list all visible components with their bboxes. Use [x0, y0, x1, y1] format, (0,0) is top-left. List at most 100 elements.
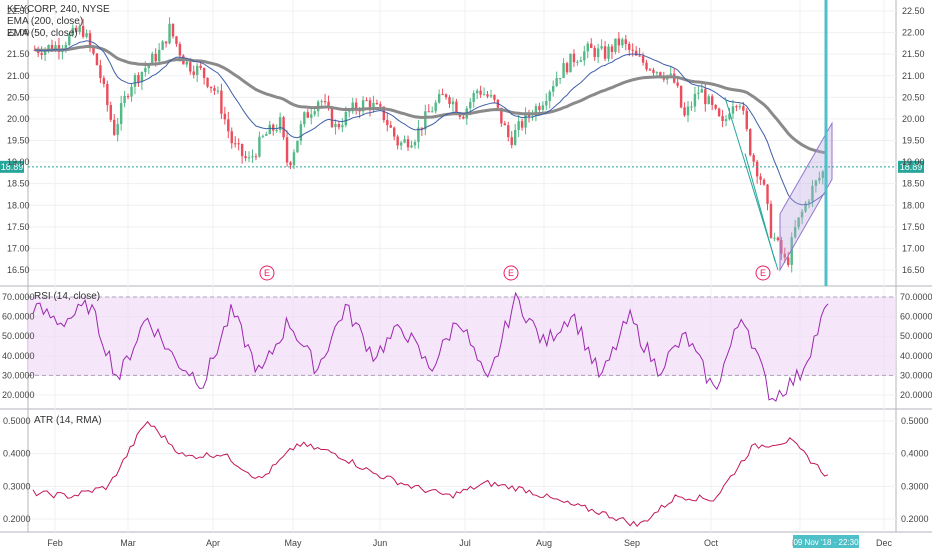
price-axis-right-label: 18.00 [902, 200, 925, 210]
candle-body [337, 124, 341, 128]
candle-body [247, 157, 251, 159]
rsi-axis-left-label: 20.0000 [2, 390, 35, 400]
candle-body [752, 155, 755, 162]
candle-body [109, 105, 112, 120]
candle-body [493, 95, 496, 100]
candle-body [209, 86, 213, 89]
candle-body [607, 46, 610, 59]
candle-body [448, 97, 451, 105]
price-axis-right-label: 20.00 [902, 114, 925, 124]
candle-body [227, 119, 230, 132]
candle-body [330, 107, 334, 128]
price-axis-right-label: 17.00 [902, 243, 925, 253]
candle-body [95, 53, 99, 66]
candle-body [161, 41, 164, 50]
cursor-date-badge [793, 535, 859, 548]
price-axis-left-label: 21.50 [7, 49, 30, 59]
candle-body [303, 112, 306, 125]
candle-body [237, 143, 240, 145]
candle-body [392, 127, 396, 137]
candle-body [735, 106, 738, 108]
x-axis-month-label: Jul [459, 538, 471, 548]
x-axis-month-label: Aug [536, 538, 552, 548]
candle-body [562, 63, 565, 79]
candle-body [130, 86, 133, 97]
candle-body [251, 156, 254, 158]
candle-body [641, 55, 645, 63]
candle-body [296, 140, 299, 153]
candle-body [372, 102, 375, 110]
trendline [744, 153, 776, 262]
candle-body [351, 102, 354, 112]
rsi-axis-left-label: 50.0000 [2, 331, 35, 341]
candle-body [742, 106, 745, 111]
candle-body [697, 92, 700, 94]
atr-legend: ATR (14, RMA) [34, 415, 102, 427]
candle-body [628, 43, 631, 50]
candle-body [265, 134, 268, 136]
candle-body [354, 102, 358, 111]
candle-body [261, 135, 265, 137]
candle-body [462, 116, 465, 119]
rsi-axis-right-label: 40.0000 [900, 351, 932, 361]
candle-body [233, 143, 237, 145]
price-axis-left-label: 17.00 [7, 243, 30, 253]
candle-body [749, 129, 752, 156]
candle-body [327, 101, 330, 108]
candle-body [254, 156, 258, 158]
atr-axis-right-label: 0.3000 [901, 481, 929, 491]
candle-body [78, 26, 81, 32]
candle-body [154, 53, 157, 62]
candle-body [410, 145, 413, 148]
candle-body [787, 257, 790, 265]
rsi-band [28, 297, 896, 376]
rsi-axis-right-label: 50.0000 [900, 331, 932, 341]
candle-body [676, 82, 679, 86]
candle-body [586, 43, 589, 52]
candle-body [413, 141, 417, 146]
candle-body [74, 27, 78, 32]
candle-body [576, 61, 579, 63]
candle-body [434, 102, 437, 112]
candle-body [510, 137, 513, 145]
candle-body [389, 125, 392, 128]
candle-body [482, 94, 486, 96]
candle-body [137, 75, 140, 83]
rsi-label: RSI (14, close) [34, 291, 101, 302]
candle-body [475, 90, 479, 94]
candle-body [821, 171, 825, 178]
candle-body [707, 96, 710, 105]
candle-body [538, 106, 541, 110]
candle-body [565, 63, 569, 73]
atr-axis-right-label: 0.5000 [901, 416, 929, 426]
earnings-marker [259, 265, 275, 281]
candle-body [659, 72, 662, 77]
earnings-marker-label: E [264, 268, 270, 278]
candle-body [455, 101, 458, 113]
channel-shape [779, 121, 833, 272]
candle-body [99, 65, 102, 79]
candle-body [780, 240, 783, 254]
rsi-axis-right-label: 30.0000 [900, 370, 932, 380]
candle-body [766, 184, 769, 204]
price-axis-left-label: 19.00 [7, 157, 30, 167]
candle-body [344, 111, 348, 126]
candle-body [126, 95, 130, 97]
candle-body [759, 176, 762, 180]
candle-body [299, 124, 303, 141]
candle-body [507, 125, 510, 138]
candle-body [144, 68, 147, 73]
candle-body [147, 64, 151, 69]
candle-body [728, 113, 731, 120]
candle-body [206, 77, 209, 87]
candle-body [818, 177, 821, 181]
candle-body [272, 124, 275, 131]
price-axis-left-label: 17.50 [7, 222, 30, 232]
candle-body [403, 139, 406, 143]
atr-label: ATR (14, RMA) [34, 415, 102, 426]
candle-body [189, 61, 192, 72]
candle-body [185, 61, 189, 65]
rsi-legend: RSI (14, close) [34, 291, 100, 303]
rsi-axis-right-label: 60.0000 [900, 312, 932, 322]
